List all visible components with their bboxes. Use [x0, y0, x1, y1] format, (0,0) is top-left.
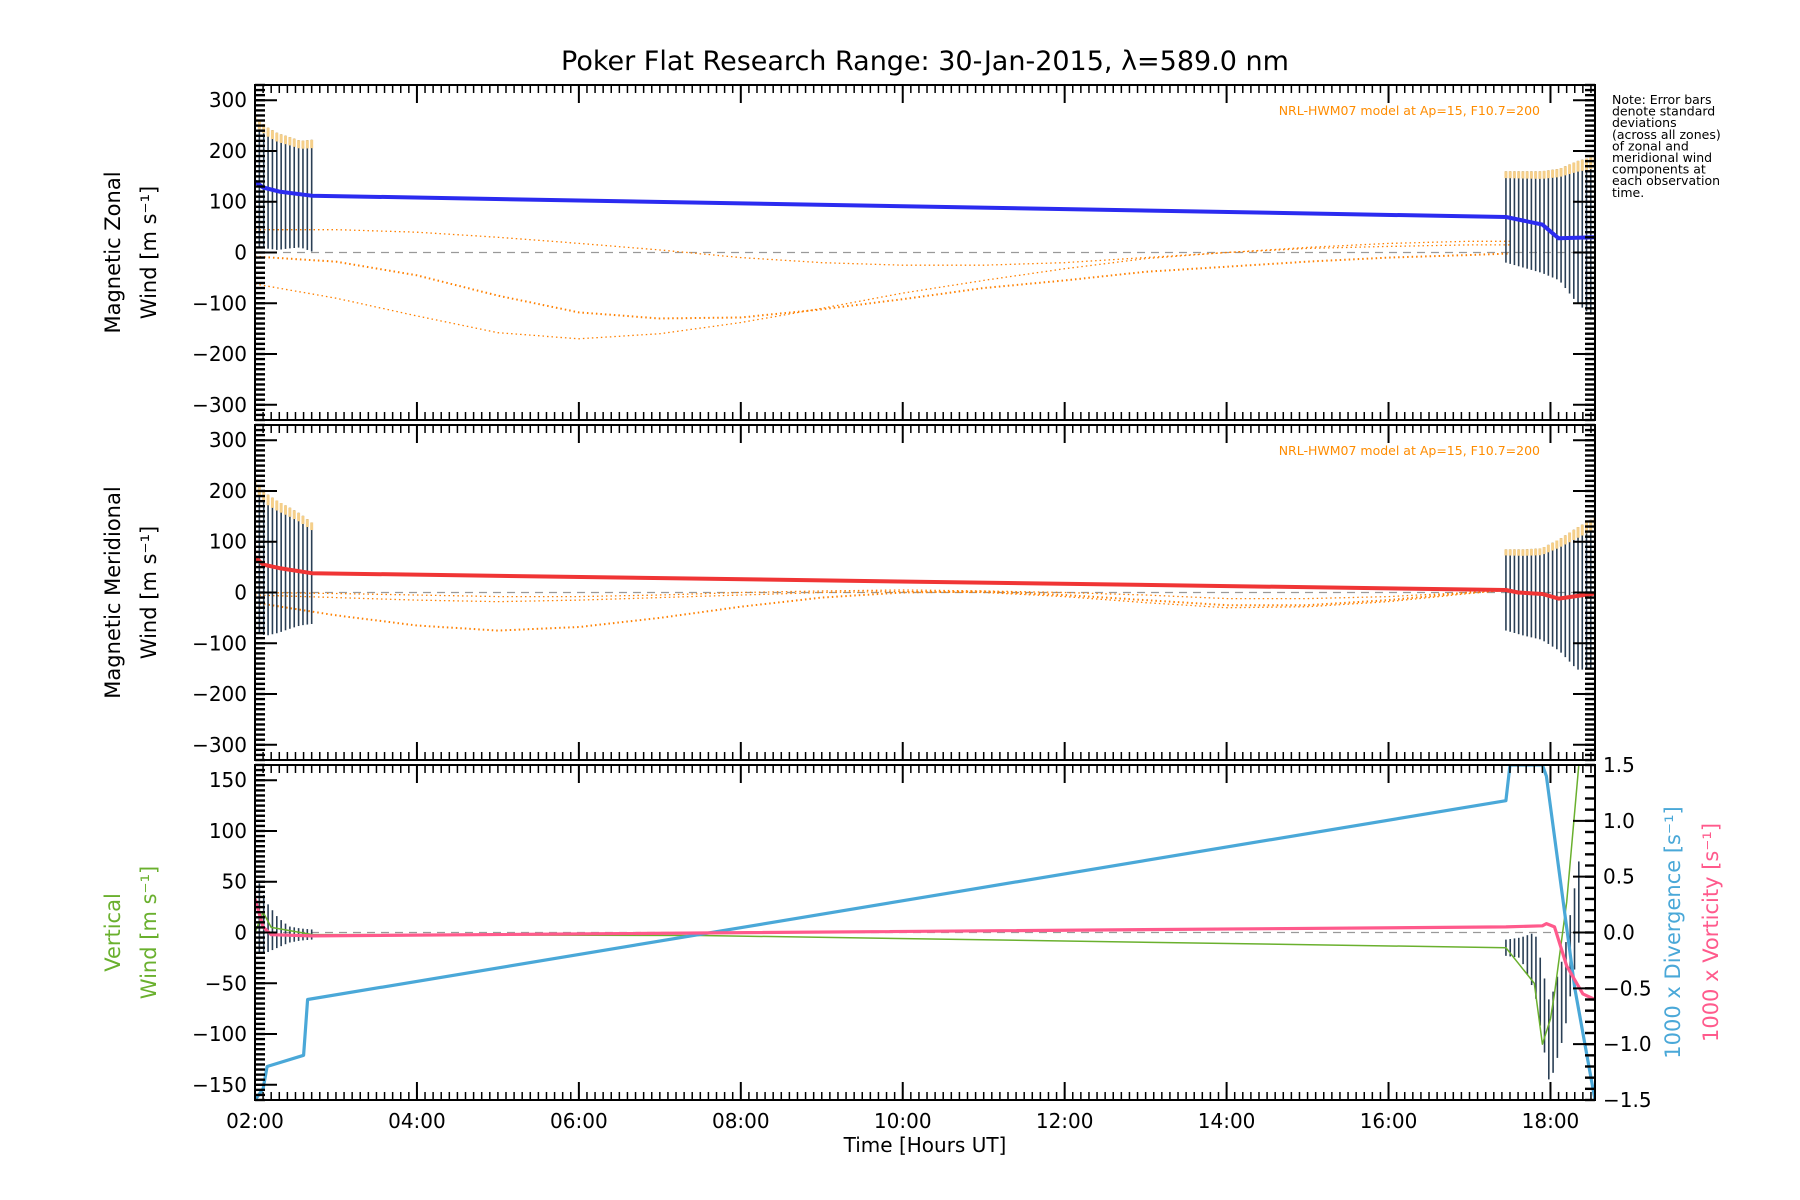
- y-tick-label: −300: [192, 733, 247, 757]
- y-tick-label: 200: [209, 139, 247, 163]
- y2-label-divergence: 1000 x Divergence [s⁻¹]: [1661, 806, 1685, 1058]
- note-line: (across all zones): [1612, 127, 1721, 142]
- model-series-1: [255, 587, 1511, 632]
- y2-tick-label: −1.5: [1603, 1088, 1652, 1112]
- y-tick-label: −100: [192, 1022, 247, 1046]
- y-tick-label: −150: [192, 1073, 247, 1097]
- x-tick-label: 18:00: [1522, 1109, 1580, 1133]
- y-tick-label: 100: [209, 190, 247, 214]
- plot-root: −300 −200 −100 0 100 200 300 Magnetic Zonal Wind…: [101, 83, 1723, 1133]
- x-tick-label: 04:00: [388, 1109, 446, 1133]
- x-tick-label: 10:00: [874, 1109, 932, 1133]
- y-tick-label: 200: [209, 479, 247, 503]
- y-tick-label: −100: [192, 631, 247, 655]
- series-vertical-2: [255, 765, 1595, 1100]
- model-label: NRL-HWM07 model at Ap=15, F10.7=200: [1279, 443, 1540, 458]
- y-tick-label: 0: [234, 921, 247, 945]
- x-tick-label: 16:00: [1360, 1109, 1418, 1133]
- note-line: meridional wind: [1612, 150, 1712, 165]
- y2-label-vorticity: 1000 x Vorticity [s⁻¹]: [1699, 823, 1723, 1042]
- y2-tick-label: 1.5: [1603, 753, 1635, 777]
- y-axis-label-line-1: Magnetic Zonal: [101, 171, 125, 333]
- panel-plot-area: [255, 765, 1595, 1100]
- y2-tick-label: −0.5: [1603, 976, 1652, 1000]
- x-tick-label: 08:00: [712, 1109, 770, 1133]
- y-tick-label: 100: [209, 530, 247, 554]
- series-vertical-1: [255, 765, 1580, 1045]
- note-line: time.: [1612, 185, 1644, 200]
- model-label: NRL-HWM07 model at Ap=15, F10.7=200: [1279, 103, 1540, 118]
- y-tick-label: 300: [209, 88, 247, 112]
- x-axis-label: Time [Hours UT]: [843, 1133, 1007, 1157]
- model-series-1: [255, 252, 1511, 320]
- model-series-2: [255, 244, 1510, 340]
- y-tick-label: −200: [192, 342, 247, 366]
- y-tick-label: 150: [209, 768, 247, 792]
- y-tick-label: 0: [234, 241, 247, 265]
- y-tick-label: −50: [205, 971, 247, 995]
- y-tick-label: 100: [209, 819, 247, 843]
- y2-tick-label: 0.5: [1603, 865, 1635, 889]
- y-axis-label-line-2: Wind [m s⁻¹]: [137, 186, 161, 319]
- note-line: deviations: [1612, 115, 1677, 130]
- note-line: of zonal and: [1612, 138, 1689, 153]
- y-tick-label: −100: [192, 291, 247, 315]
- y-tick-label: 300: [209, 428, 247, 452]
- y-axis-label-line-1: Vertical: [101, 893, 125, 972]
- y-axis-label-line-1: Magnetic Meridional: [101, 486, 125, 698]
- note-line: components at: [1612, 162, 1706, 177]
- x-tick-label: 06:00: [550, 1109, 608, 1133]
- panel-plot-area: [255, 115, 1595, 340]
- model-series-3: [255, 229, 1510, 266]
- y-tick-label: −200: [192, 682, 247, 706]
- y2-tick-label: −1.0: [1603, 1032, 1652, 1056]
- x-tick-label: 12:00: [1036, 1109, 1094, 1133]
- series-zonal-1: [255, 179, 1595, 241]
- y-axis-label-line-2: Wind [m s⁻¹]: [137, 526, 161, 659]
- x-tick-label: 02:00: [226, 1109, 284, 1133]
- series-vertical-3: [255, 898, 1595, 1001]
- y-tick-label: 0: [234, 581, 247, 605]
- y2-tick-label: 1.0: [1603, 809, 1635, 833]
- panel-plot-area: [255, 480, 1595, 670]
- y-tick-label: 50: [222, 870, 247, 894]
- series-meridional-1: [255, 555, 1595, 601]
- y-tick-label: −300: [192, 393, 247, 417]
- panel-meridional: −300 −200 −100 0 100 200 300 Magnetic Meridiona…: [101, 423, 1596, 762]
- chart-title: Poker Flat Research Range: 30-Jan-2015, …: [561, 46, 1289, 77]
- note-line: Note: Error bars: [1612, 92, 1711, 107]
- error-bar-group-2: [1505, 861, 1580, 1080]
- note-line: denote standard: [1612, 104, 1715, 119]
- panel-vertical: −150 −100 −50 0 50 100 150 −1.5 −1.0 −0.5 0.0 0.5 1.…: [101, 753, 1723, 1112]
- y-axis-label-line-2: Wind [m s⁻¹]: [137, 866, 161, 999]
- note-line: each observation: [1612, 173, 1720, 188]
- y2-tick-label: 0.0: [1603, 921, 1635, 945]
- panel-zonal: −300 −200 −100 0 100 200 300 Magnetic Zonal Wind…: [101, 83, 1596, 422]
- x-tick-label: 14:00: [1198, 1109, 1256, 1133]
